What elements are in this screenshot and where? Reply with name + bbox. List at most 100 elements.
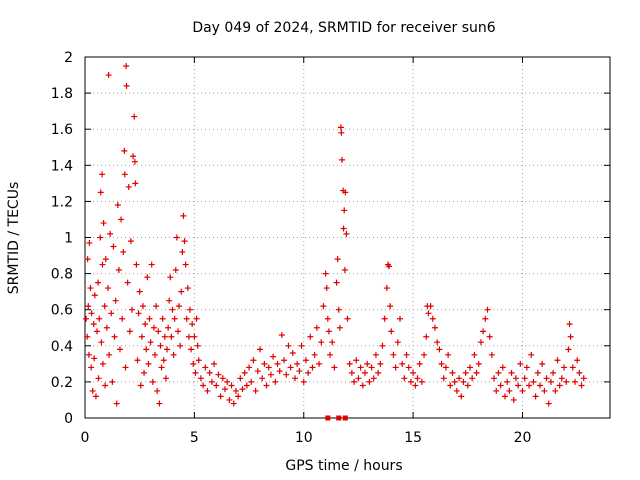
data-point <box>235 393 242 400</box>
data-point <box>425 310 432 317</box>
data-point <box>334 256 341 263</box>
data-point <box>158 364 165 371</box>
data-point <box>543 375 550 382</box>
data-point <box>418 378 425 385</box>
data-point <box>125 183 132 190</box>
data-point <box>155 328 162 335</box>
data-point <box>124 279 131 286</box>
data-point <box>532 393 539 400</box>
data-point <box>488 351 495 358</box>
y-tick-label: 0.4 <box>51 339 73 355</box>
data-point <box>127 238 134 245</box>
data-point <box>146 315 153 322</box>
data-point <box>576 369 583 376</box>
y-tick-label: 0 <box>64 411 73 427</box>
data-point <box>193 315 200 322</box>
data-point <box>552 387 559 394</box>
data-point <box>181 238 188 245</box>
data-point <box>464 382 471 389</box>
data-point <box>112 297 119 304</box>
data-point <box>103 324 110 331</box>
data-point <box>307 333 314 340</box>
x-tick-label: 10 <box>295 430 313 446</box>
data-point <box>504 378 511 385</box>
data-point <box>274 360 281 367</box>
data-point <box>248 378 255 385</box>
y-tick-label: 0.6 <box>51 303 73 319</box>
data-point <box>217 393 224 400</box>
data-point <box>477 339 484 346</box>
data-point <box>386 263 393 270</box>
x-tick-label: 0 <box>81 430 90 446</box>
data-point <box>580 375 587 382</box>
data-point <box>192 369 199 376</box>
data-point <box>132 180 139 187</box>
data-point <box>377 360 384 367</box>
data-point <box>147 339 154 346</box>
data-point <box>157 342 164 349</box>
data-point <box>237 375 244 382</box>
data-point <box>517 360 524 367</box>
data-point <box>325 328 332 335</box>
data-point <box>215 371 222 378</box>
data-point <box>97 189 104 196</box>
data-point <box>164 346 171 353</box>
data-point <box>161 333 168 340</box>
data-point <box>119 315 126 322</box>
data-point <box>331 364 338 371</box>
data-point <box>460 378 467 385</box>
data-point <box>480 328 487 335</box>
data-point <box>115 266 122 273</box>
data-point <box>537 382 543 389</box>
data-point <box>182 261 189 268</box>
data-points <box>83 63 587 421</box>
data-point <box>208 378 215 385</box>
data-point <box>414 375 421 382</box>
x-tick-label: 15 <box>404 430 422 446</box>
data-point <box>183 315 190 322</box>
data-point <box>302 357 309 364</box>
data-point <box>355 375 362 382</box>
data-point <box>263 382 270 389</box>
data-point <box>342 189 349 196</box>
data-point <box>379 342 386 349</box>
data-point <box>194 342 201 349</box>
data-point <box>232 387 239 394</box>
data-point <box>176 303 183 310</box>
data-point <box>547 378 554 385</box>
data-point <box>442 364 449 371</box>
data-point <box>362 369 368 376</box>
data-point <box>185 333 192 340</box>
data-point <box>95 279 102 286</box>
data-point <box>180 212 187 219</box>
data-point <box>383 285 390 292</box>
data-point <box>348 369 355 376</box>
data-point <box>370 375 377 382</box>
data-point <box>211 360 218 367</box>
data-point <box>423 333 430 340</box>
data-point <box>515 382 522 389</box>
data-point <box>117 346 123 353</box>
grid-lines <box>85 57 610 418</box>
data-point <box>134 357 141 364</box>
data-point <box>145 360 152 367</box>
data-point <box>336 324 343 331</box>
data-point <box>554 357 561 364</box>
y-tick-label: 1.2 <box>51 194 73 210</box>
data-point <box>101 303 108 310</box>
data-point <box>149 378 156 385</box>
data-point <box>169 306 176 313</box>
zero-marker <box>325 415 331 421</box>
chart-title: Day 049 of 2024, SRMTID for receiver sun… <box>192 20 495 36</box>
data-point <box>323 285 330 292</box>
data-point <box>305 369 312 376</box>
data-point <box>530 378 537 385</box>
data-point <box>292 375 298 382</box>
x-tick-label: 5 <box>190 430 199 446</box>
data-point <box>545 400 552 407</box>
data-point <box>88 364 95 371</box>
data-point <box>106 351 113 358</box>
data-point <box>156 400 163 407</box>
data-point <box>281 357 288 364</box>
